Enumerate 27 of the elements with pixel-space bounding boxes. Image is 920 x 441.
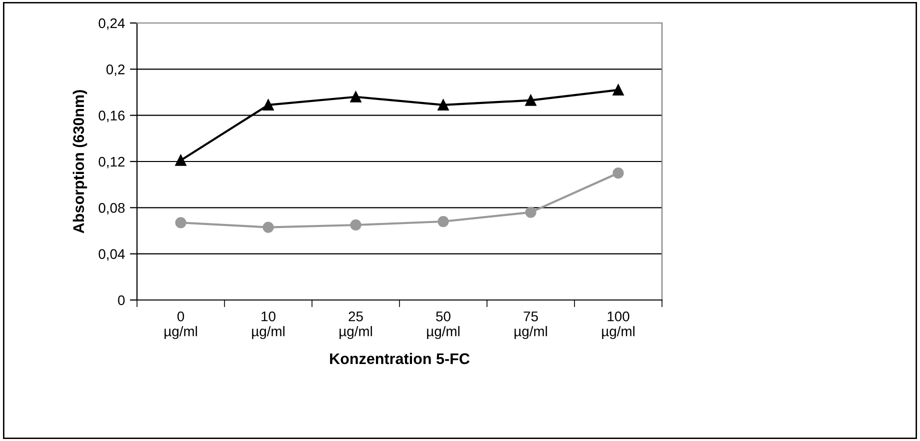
- x-tick-label: 50 µg/ml: [427, 311, 460, 340]
- point: [525, 206, 536, 218]
- point: [612, 84, 624, 96]
- x-tick-label: 0 µg/ml: [164, 311, 197, 340]
- x-tick-label: 10 µg/ml: [252, 311, 284, 340]
- y-tick-label: 0,08: [98, 203, 125, 214]
- x-tick-label: 25 µg/ml: [340, 311, 372, 340]
- x-axis-title: Konzentration 5-FC: [330, 352, 470, 364]
- point: [350, 219, 362, 231]
- y-tick-label: 0,12: [98, 156, 124, 168]
- y-tick-label: 0,16: [98, 110, 125, 122]
- point: [175, 217, 186, 228]
- y-tick-label: 0,24: [98, 18, 125, 30]
- y-axis-title: Absorption (630nm): [72, 90, 88, 234]
- y-tick-label: 0,04: [98, 249, 125, 261]
- point: [350, 91, 362, 102]
- x-tick-label: 100 µg/ml: [602, 311, 634, 340]
- y-tick-label: 0,2: [106, 64, 124, 76]
- point: [175, 154, 186, 166]
- y-tick-label: 0: [118, 295, 125, 306]
- point: [262, 222, 274, 233]
- point: [262, 99, 274, 110]
- point: [525, 94, 536, 106]
- point: [438, 99, 449, 110]
- point: [438, 216, 449, 228]
- point: [612, 167, 624, 179]
- x-tick-label: 75 µg/ml: [514, 312, 547, 340]
